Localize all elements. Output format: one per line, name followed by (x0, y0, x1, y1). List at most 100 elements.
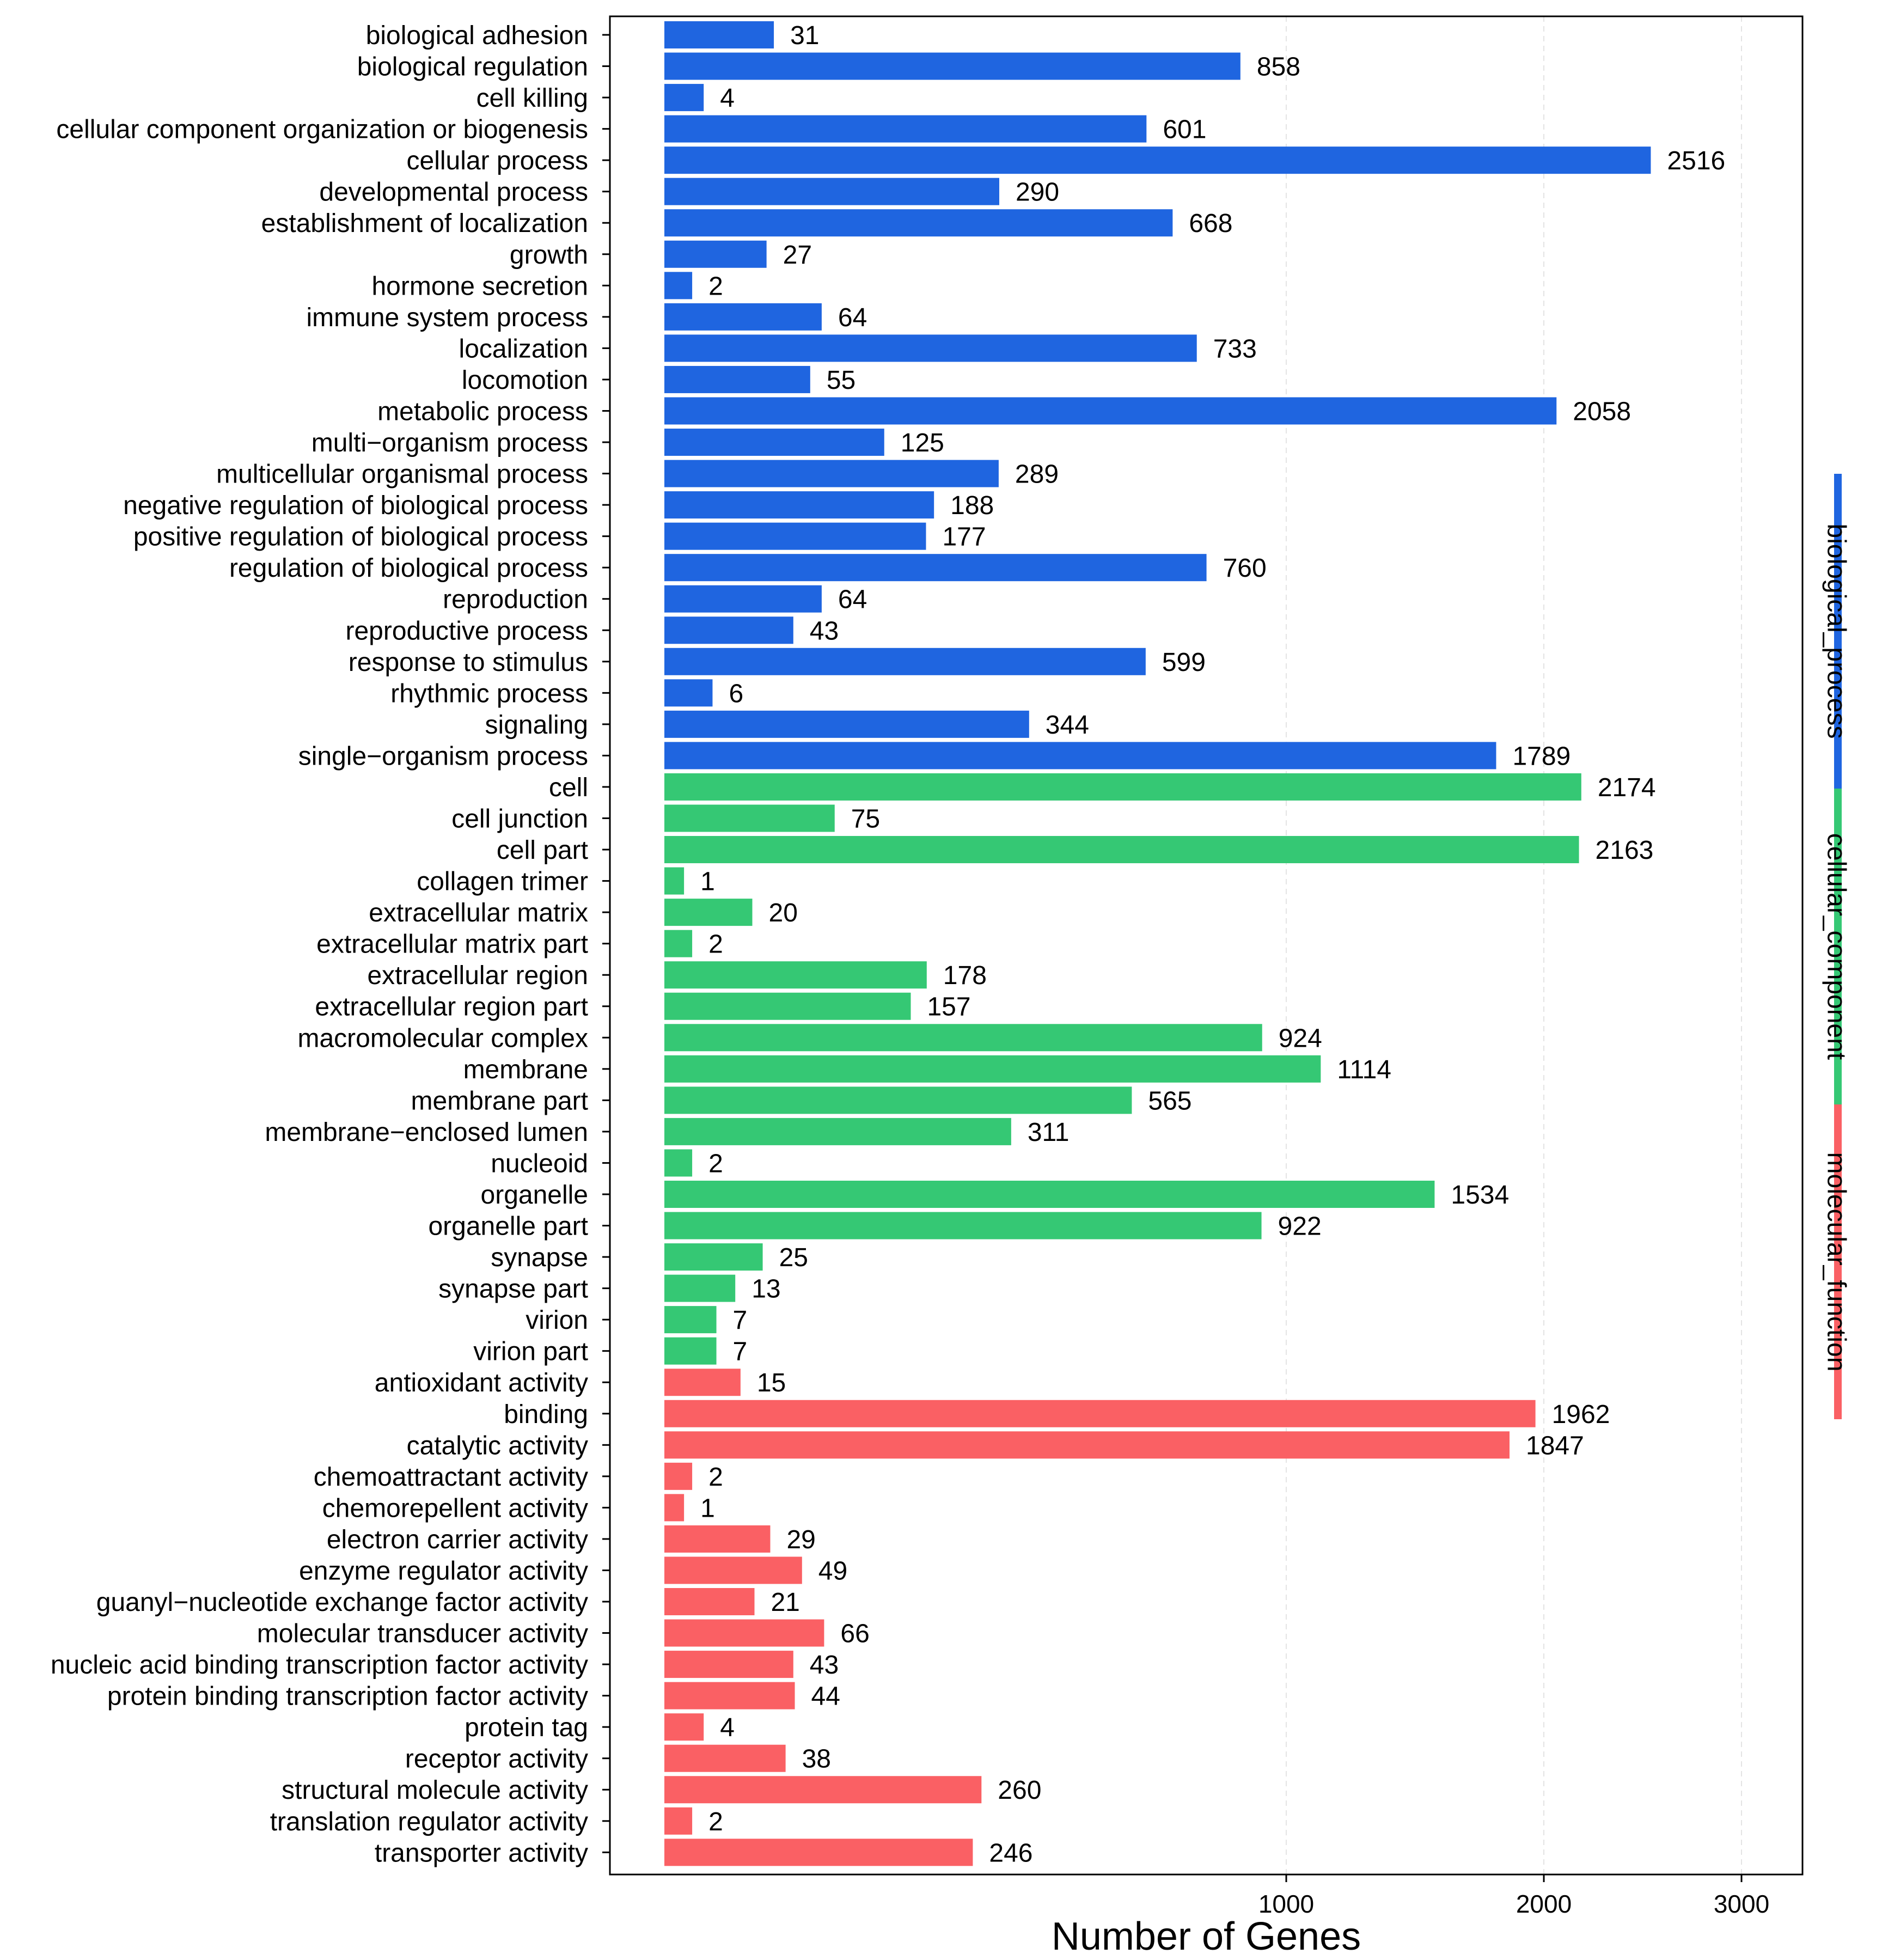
category-label: immune system process (307, 303, 588, 332)
bar (664, 1839, 973, 1866)
bar (664, 804, 835, 832)
value-label: 2 (708, 1149, 723, 1178)
bar (664, 1024, 1262, 1052)
value-label: 2516 (1667, 146, 1725, 175)
category-label: extracellular region part (315, 993, 588, 1022)
bar (664, 1086, 1132, 1114)
x-axis-ticks: 1000 2000 3000 (1258, 1874, 1769, 1918)
category-label: metabolic process (377, 397, 588, 426)
value-label: 44 (811, 1682, 840, 1711)
category-label: antioxidant activity (375, 1369, 588, 1397)
value-label: 15 (757, 1369, 786, 1397)
bar (664, 429, 884, 456)
category-label: regulation of biological process (229, 554, 588, 583)
value-label: 1534 (1451, 1181, 1509, 1210)
category-label: cellular process (407, 146, 588, 175)
value-label: 7 (733, 1306, 748, 1335)
category-label: cell (549, 773, 588, 802)
bar (664, 209, 1173, 237)
category-label: establishment of localization (261, 209, 588, 238)
category-label: cell junction (451, 805, 588, 834)
value-label: 64 (838, 585, 867, 614)
value-label: 733 (1213, 334, 1257, 363)
value-label: 2 (708, 930, 723, 959)
category-label: cell part (497, 836, 588, 865)
value-label: 6 (729, 679, 743, 708)
category-label: multicellular organismal process (216, 460, 588, 489)
value-label: 599 (1162, 648, 1206, 677)
bar (664, 52, 1241, 80)
category-label: collagen trimer (417, 868, 588, 896)
bar (664, 240, 767, 268)
bar (664, 1619, 824, 1647)
category-label: organelle part (428, 1212, 588, 1241)
bar (664, 710, 1029, 738)
bar (664, 1431, 1510, 1459)
value-label: 2 (708, 272, 723, 301)
bar (664, 272, 693, 300)
value-label: 1789 (1512, 742, 1571, 771)
bar (664, 115, 1147, 143)
category-label: membrane−enclosed lumen (265, 1118, 588, 1147)
category-label: cell killing (476, 84, 588, 113)
value-label: 178 (943, 961, 987, 990)
category-label: catalytic activity (407, 1431, 588, 1460)
bar (664, 522, 926, 550)
bar (664, 1180, 1435, 1208)
value-label: 1847 (1526, 1431, 1584, 1460)
category-label: locomotion (462, 366, 588, 395)
value-label: 246 (989, 1839, 1032, 1867)
category-label: translation regulator activity (270, 1808, 588, 1836)
bar (664, 648, 1146, 675)
bar (664, 1369, 741, 1396)
value-label: 66 (840, 1620, 869, 1648)
category-label: negative regulation of biological proces… (123, 491, 588, 520)
value-label: 188 (950, 491, 994, 520)
category-label: synapse (491, 1243, 588, 1272)
value-label: 290 (1016, 178, 1059, 207)
category-label: multi−organism process (311, 429, 588, 457)
bar (664, 1494, 685, 1522)
bar (664, 585, 822, 613)
bar (664, 1651, 793, 1678)
category-label: nucleic acid binding transcription facto… (51, 1651, 588, 1680)
value-label: 20 (769, 899, 798, 927)
bar (664, 867, 685, 895)
category-label: nucleoid (491, 1149, 588, 1178)
bar (664, 1525, 771, 1553)
category-strips: biological_process cellular_componentmole… (1822, 474, 1850, 1419)
bar (664, 992, 911, 1020)
category-label: synapse part (438, 1275, 588, 1304)
category-label: membrane (463, 1055, 588, 1084)
bar (664, 1212, 1262, 1239)
category-label: protein tag (465, 1713, 588, 1742)
category-label: electron carrier activity (327, 1525, 588, 1554)
category-strip-label: cellular_component (1822, 833, 1850, 1060)
category-label: virion (526, 1306, 588, 1335)
x-axis-title: Number of Genes (1052, 1915, 1361, 1958)
value-label: 43 (810, 1651, 839, 1680)
category-label: molecular transducer activity (257, 1620, 588, 1648)
bar (664, 1243, 763, 1271)
category-label: localization (459, 334, 588, 363)
category-label: enzyme regulator activity (299, 1556, 588, 1585)
bar (664, 899, 753, 926)
bar (664, 1274, 736, 1302)
value-label: 2174 (1598, 773, 1656, 802)
value-label: 2 (708, 1808, 723, 1836)
value-label: 2058 (1573, 397, 1631, 426)
bar (664, 961, 927, 989)
value-label: 29 (786, 1525, 815, 1554)
bar (664, 1118, 1011, 1145)
value-label: 157 (927, 993, 970, 1022)
value-label: 27 (783, 241, 812, 270)
value-label: 760 (1223, 554, 1267, 583)
category-label: rhythmic process (390, 679, 588, 708)
category-strip-label: biological_process (1822, 524, 1850, 739)
x-tick-label: 2000 (1516, 1890, 1572, 1918)
bar (664, 303, 822, 331)
bar (664, 21, 774, 48)
bar (664, 1713, 704, 1741)
category-label: response to stimulus (349, 648, 588, 677)
